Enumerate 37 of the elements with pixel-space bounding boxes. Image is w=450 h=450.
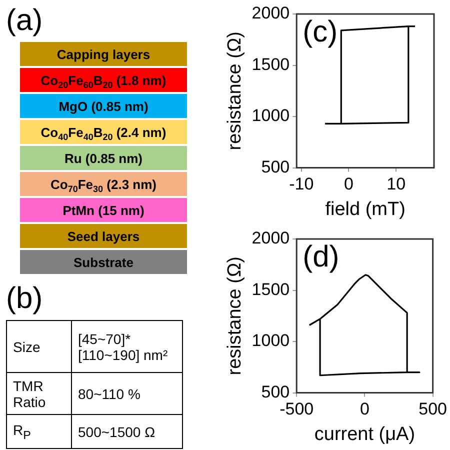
y-tick-label: 500 xyxy=(261,382,290,402)
y-tick-label: 500 xyxy=(261,157,290,176)
x-tick-label: -10 xyxy=(289,174,314,194)
text: Seed layers xyxy=(67,228,140,244)
annotation: (d) xyxy=(302,240,340,274)
x-tick-label: -500 xyxy=(280,400,314,419)
text: [45~70]* [110~190] nm² xyxy=(72,320,182,372)
text: Substrate xyxy=(74,254,134,270)
text: Capping layers xyxy=(56,46,150,62)
x-tick-label: 10 xyxy=(386,174,406,194)
text: Co$_{70}$Fe$_{30}$ (2.3 nm) xyxy=(50,176,156,194)
y-tick-label: 2000 xyxy=(252,228,290,248)
text: (b) xyxy=(6,282,44,316)
text: PtMn (15 nm) xyxy=(62,202,144,218)
annotation: (c) xyxy=(302,15,338,48)
y-axis-title: resistance (Ω) xyxy=(224,32,246,150)
y-tick-label: 1500 xyxy=(252,54,290,74)
y-axis-title: resistance (Ω) xyxy=(224,256,246,376)
y-tick-label: 1000 xyxy=(252,331,290,350)
text: Co$_{40}$Fe$_{40}$B$_{20}$ (2.4 nm) xyxy=(40,124,166,142)
x-tick-label: 500 xyxy=(418,400,448,419)
text: TMR Ratio xyxy=(6,372,72,414)
text: R$_{P}$ xyxy=(6,414,72,448)
x-tick-label: 0 xyxy=(360,400,370,419)
text: (a) xyxy=(6,4,44,38)
text: Ru (0.85 nm) xyxy=(64,150,142,166)
text: 500~1500 Ω xyxy=(72,414,182,448)
text: MgO (0.85 nm) xyxy=(58,98,148,114)
y-tick-label: 1000 xyxy=(252,106,290,126)
text: Size xyxy=(6,320,72,372)
x-axis-title: field (mT) xyxy=(325,198,406,220)
text: Co$_{20}$Fe$_{60}$B$_{20}$ (1.8 nm) xyxy=(40,72,166,90)
text: 80~110 % xyxy=(72,372,182,414)
x-tick-label: 0 xyxy=(344,174,354,194)
y-tick-label: 2000 xyxy=(252,4,290,23)
y-tick-label: 1500 xyxy=(252,280,290,299)
x-axis-title: current (μA) xyxy=(314,424,416,445)
